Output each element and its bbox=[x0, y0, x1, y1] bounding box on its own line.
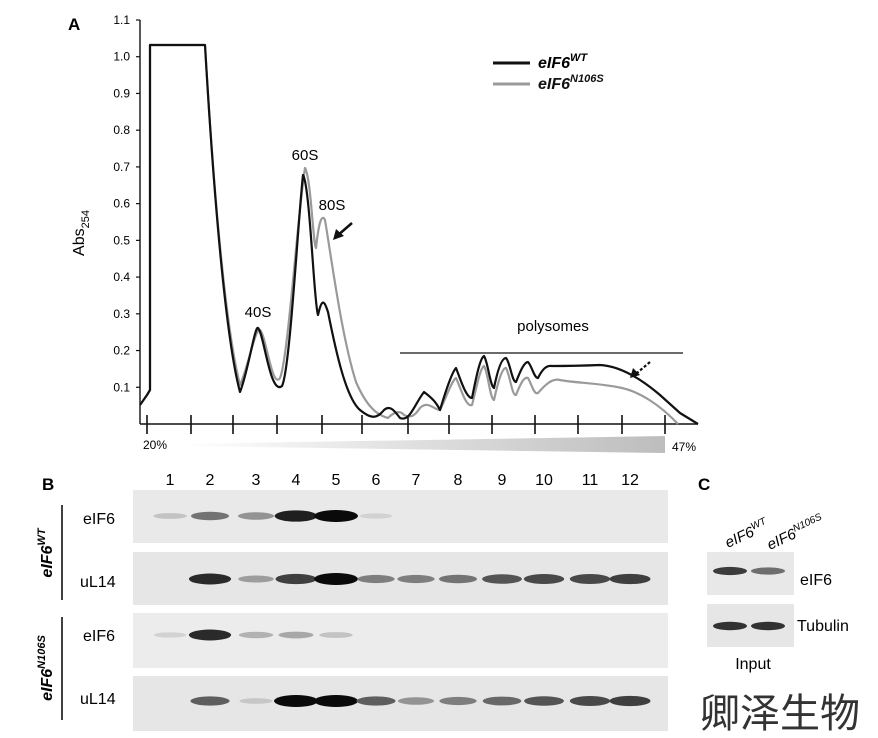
lane-number: 1 bbox=[166, 472, 175, 489]
blot-band bbox=[357, 574, 395, 584]
arrow-80s-icon bbox=[333, 222, 353, 240]
blot-band bbox=[397, 697, 435, 705]
blot-band bbox=[239, 698, 273, 704]
watermark: 卿泽生物 bbox=[700, 692, 860, 736]
y-tick-label: 0.3 bbox=[113, 307, 130, 321]
c-lane-label-wt: eIF6WT bbox=[722, 516, 772, 552]
blot-band bbox=[482, 696, 522, 706]
y-tick-label: 1.1 bbox=[113, 13, 130, 27]
blot-band bbox=[188, 629, 232, 641]
row-label-wt-ul14: uL14 bbox=[80, 574, 116, 591]
peak-label-60s: 60S bbox=[292, 147, 319, 164]
lane-number: 2 bbox=[206, 472, 215, 489]
lane-number: 7 bbox=[412, 472, 421, 489]
y-tick-label: 0.8 bbox=[113, 123, 130, 137]
blot-b-n106s-eif6 bbox=[133, 613, 668, 668]
blot-band bbox=[191, 511, 229, 521]
y-ticks: 0.1 0.2 0.3 0.4 0.5 0.6 0.7 0.8 0.9 1.0 1.1 bbox=[113, 13, 140, 394]
legend: eIF6WT eIF6N106S bbox=[493, 52, 604, 93]
blot-band bbox=[569, 696, 611, 706]
blot-band bbox=[188, 573, 232, 585]
peak-label-40s: 40S bbox=[245, 304, 272, 321]
row-label-n106s-eif6: eIF6 bbox=[83, 628, 115, 645]
lane-number: 12 bbox=[621, 472, 639, 489]
blot-band bbox=[314, 695, 358, 707]
blot-band bbox=[274, 695, 318, 707]
group-label-n106s: eIF6N106S bbox=[36, 635, 56, 701]
lane-number: 5 bbox=[332, 472, 341, 489]
y-tick-label: 0.6 bbox=[113, 197, 130, 211]
blot-band bbox=[713, 566, 747, 576]
trace-wt bbox=[139, 43, 699, 425]
c-lane-label-n106s: eIF6N106S bbox=[764, 512, 827, 554]
trace-n106s bbox=[139, 43, 679, 425]
blot-b-bands bbox=[153, 510, 651, 707]
lane-numbers: 1 2 3 4 5 6 7 8 9 10 11 12 bbox=[166, 472, 639, 489]
peak-label-80s: 80S bbox=[319, 197, 346, 214]
blot-band bbox=[314, 510, 358, 522]
blot-band bbox=[356, 696, 396, 706]
lane-number: 9 bbox=[498, 472, 507, 489]
blot-band bbox=[238, 631, 274, 639]
blot-band bbox=[482, 574, 522, 584]
polysomes-label: polysomes bbox=[517, 318, 589, 335]
y-tick-label: 0.2 bbox=[113, 344, 130, 358]
y-tick-label: 0.1 bbox=[113, 380, 130, 394]
y-tick-label: 0.4 bbox=[113, 270, 130, 284]
lane-number: 11 bbox=[582, 472, 599, 489]
lane-number: 6 bbox=[372, 472, 381, 489]
panel-label-b: B bbox=[42, 475, 54, 494]
panel-label-c: C bbox=[698, 475, 710, 494]
blot-band bbox=[439, 696, 477, 706]
dashed-arrow-icon bbox=[630, 361, 651, 378]
blot-band bbox=[238, 575, 274, 583]
blot-band bbox=[275, 573, 317, 585]
c-row-label-tubulin: Tubulin bbox=[797, 618, 849, 635]
blot-band bbox=[314, 573, 358, 585]
c-caption-input: Input bbox=[735, 656, 771, 673]
blot-band bbox=[439, 574, 477, 584]
y-axis-label: Abs254 bbox=[71, 210, 92, 256]
lane-number: 3 bbox=[252, 472, 261, 489]
legend-label-wt: eIF6WT bbox=[538, 52, 588, 72]
blot-band bbox=[359, 513, 393, 519]
blot-band bbox=[609, 695, 651, 707]
blot-band bbox=[319, 632, 353, 638]
lane-number: 4 bbox=[292, 472, 301, 489]
y-tick-label: 0.9 bbox=[113, 86, 130, 100]
y-tick-label: 0.7 bbox=[113, 160, 130, 174]
y-tick-label: 1.0 bbox=[113, 50, 130, 64]
c-row-label-eif6: eIF6 bbox=[800, 572, 832, 589]
group-label-wt: eIF6WT bbox=[36, 527, 56, 577]
blot-band bbox=[524, 696, 564, 706]
blot-band bbox=[278, 631, 314, 639]
profile-chart: 0.1 0.2 0.3 0.4 0.5 0.6 0.7 0.8 0.9 1.0 1.1 Abs254… bbox=[71, 13, 699, 454]
y-tick-label: 0.5 bbox=[113, 233, 130, 247]
blot-band bbox=[713, 621, 747, 631]
blot-band bbox=[569, 574, 611, 584]
fraction-ticks bbox=[146, 415, 666, 434]
blot-band bbox=[751, 621, 785, 631]
blot-band bbox=[153, 513, 187, 519]
legend-label-n106s: eIF6N106S bbox=[538, 73, 604, 93]
blot-band bbox=[237, 512, 275, 520]
blot-band bbox=[523, 574, 565, 584]
panel-label-a: A bbox=[68, 15, 80, 34]
gradient-bar bbox=[182, 436, 665, 453]
blot-band bbox=[609, 573, 651, 585]
row-label-n106s-ul14: uL14 bbox=[80, 691, 116, 708]
row-label-wt-eif6: eIF6 bbox=[83, 511, 115, 528]
blot-band bbox=[153, 632, 187, 638]
blot-band bbox=[397, 574, 435, 584]
gradient-end-label: 47% bbox=[672, 440, 696, 454]
lane-number: 10 bbox=[535, 472, 553, 489]
lane-number: 8 bbox=[454, 472, 463, 489]
blot-band bbox=[274, 510, 318, 522]
blot-c-bands bbox=[713, 566, 785, 631]
blot-band bbox=[190, 696, 230, 706]
blot-band bbox=[751, 567, 785, 575]
gradient-start-label: 20% bbox=[143, 438, 167, 452]
